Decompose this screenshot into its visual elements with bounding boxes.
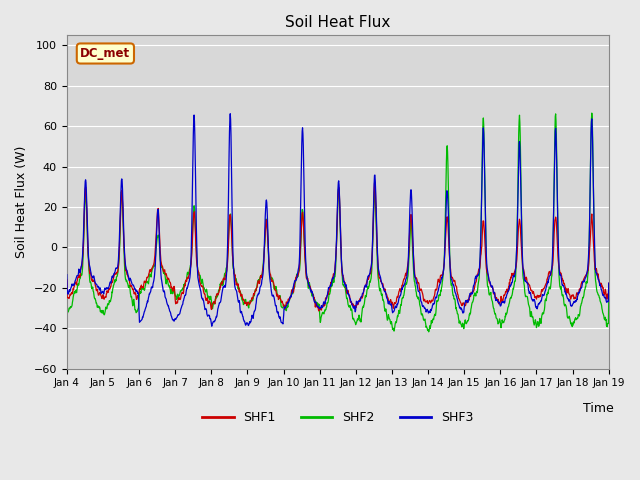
Legend: SHF1, SHF2, SHF3: SHF1, SHF2, SHF3: [197, 406, 478, 429]
Text: DC_met: DC_met: [81, 47, 131, 60]
SHF1: [422, 299, 430, 305]
SHF1: [541, 283, 549, 289]
SHF1: [315, 308, 323, 314]
SHF3: [605, 280, 612, 286]
SHF1: [170, 284, 178, 289]
SHF3: [208, 324, 216, 329]
SHF2: [63, 293, 70, 299]
SHF3: [493, 297, 501, 302]
SHF3: [184, 285, 191, 291]
SHF2: [493, 316, 500, 322]
SHF2: [422, 321, 429, 327]
SHF1: [184, 275, 191, 280]
SHF2: [184, 270, 191, 276]
SHF3: [245, 322, 253, 328]
Line: SHF3: SHF3: [67, 114, 609, 326]
SHF3: [422, 308, 430, 314]
SHF1: [605, 280, 612, 286]
Line: SHF1: SHF1: [67, 182, 609, 311]
SHF1: [493, 297, 501, 302]
SHF1: [244, 299, 252, 305]
SHF3: [227, 111, 234, 117]
SHF2: [605, 296, 612, 301]
SHF2: [170, 288, 178, 293]
SHF1: [371, 179, 379, 185]
SHF2: [588, 110, 596, 116]
SHF1: [63, 277, 70, 283]
SHF2: [244, 302, 252, 308]
Title: Soil Heat Flux: Soil Heat Flux: [285, 15, 390, 30]
SHF2: [541, 304, 548, 310]
SHF3: [63, 272, 70, 277]
X-axis label: Time: Time: [584, 402, 614, 415]
Line: SHF2: SHF2: [67, 113, 609, 332]
Y-axis label: Soil Heat Flux (W): Soil Heat Flux (W): [15, 146, 28, 258]
SHF3: [170, 318, 178, 324]
SHF3: [541, 288, 549, 294]
SHF2: [425, 329, 433, 335]
